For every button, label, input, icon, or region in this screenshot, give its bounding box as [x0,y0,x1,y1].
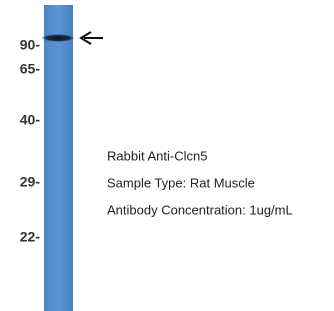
blot-lane [44,5,73,311]
annotation-line: Antibody Concentration: 1ug/mL [107,202,293,217]
marker-label: 90- [20,37,41,53]
band-arrow [81,32,103,44]
marker-label: 22- [20,229,41,245]
marker-label: 29- [20,174,41,190]
annotation-line: Sample Type: Rat Muscle [107,175,255,190]
protein-band [41,34,75,42]
marker-label: 40- [20,112,41,128]
annotation-line: Rabbit Anti-Clcn5 [107,148,207,163]
blot-figure: 90- 65- 40- 29- 22- Rabbit Anti-Clcn5 Sa… [0,0,334,311]
marker-label: 65- [20,61,41,77]
page: 90- 65- 40- 29- 22- Rabbit Anti-Clcn5 Sa… [0,0,334,311]
